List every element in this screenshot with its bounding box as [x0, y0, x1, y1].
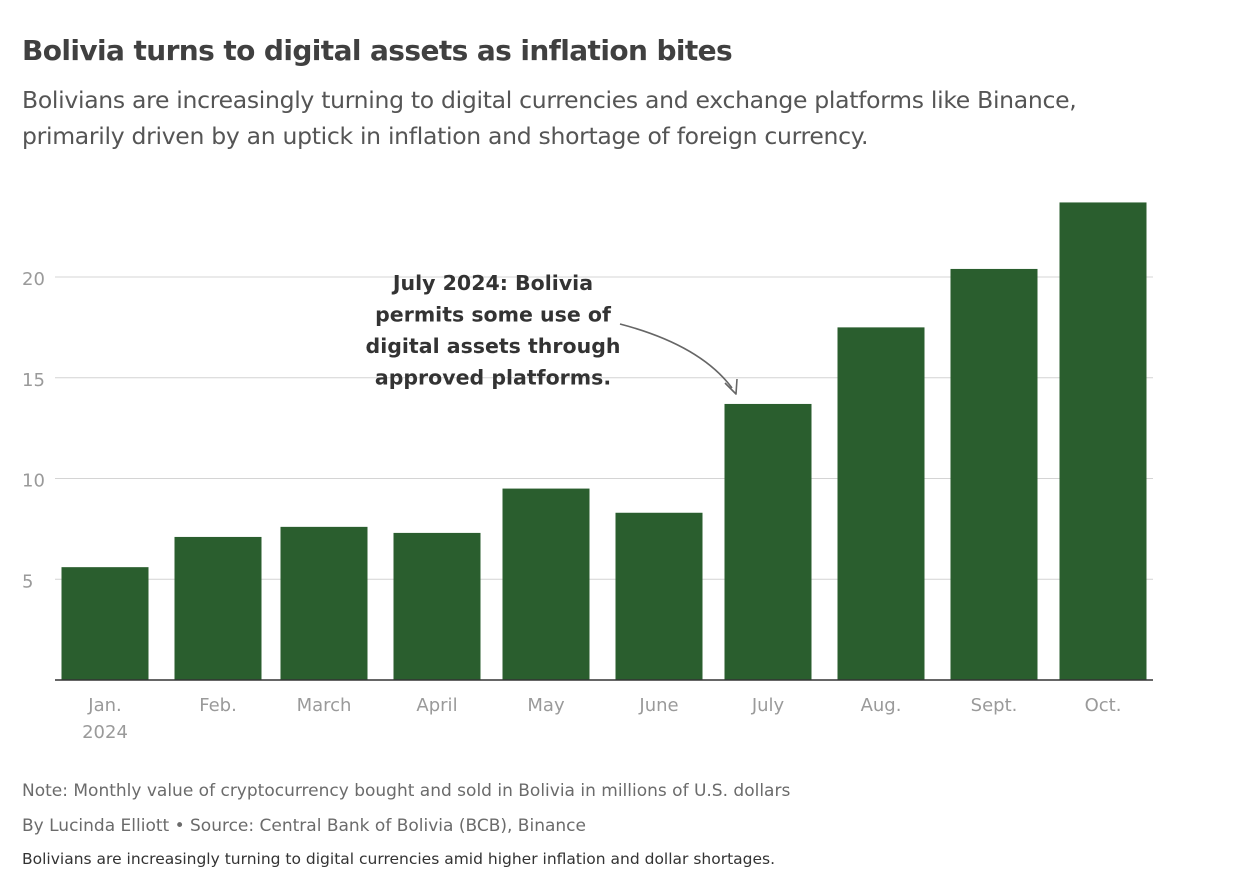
x-tick-label: June: [638, 695, 678, 716]
bar-oct: [1059, 202, 1147, 680]
y-tick-label: 20: [22, 269, 45, 290]
x-tick-label: April: [416, 695, 457, 716]
chart-subtitle: Bolivians are increasingly turning to di…: [22, 86, 1077, 150]
bar-july: [724, 403, 812, 680]
x-tick-label: Sept.: [971, 695, 1018, 716]
x-tick-label: May: [527, 695, 565, 716]
x-tick-label: 2024: [82, 722, 128, 743]
annotation-arrowhead: [724, 378, 738, 395]
chart-title: Bolivia turns to digital assets as infla…: [22, 34, 733, 67]
bar-sept: [950, 268, 1038, 680]
x-tick-label: Oct.: [1085, 695, 1122, 716]
x-tick-label: Jan.: [87, 695, 121, 716]
bar-april: [393, 532, 481, 680]
bar-june: [615, 512, 703, 680]
chart-note: Note: Monthly value of cryptocurrency bo…: [22, 781, 791, 801]
y-tick-label: 10: [22, 471, 45, 492]
bar-may: [502, 488, 590, 680]
byline-source: By Lucinda Elliott • Source: Central Ban…: [22, 816, 586, 836]
bar-march: [280, 526, 368, 680]
image-caption: Bolivians are increasingly turning to di…: [22, 850, 776, 868]
annotation-arrow: [619, 323, 733, 389]
annotation-text: digital assets through: [366, 334, 621, 358]
annotation-text: permits some use of: [375, 303, 612, 327]
x-tick-label: July: [751, 695, 785, 716]
y-tick-label: 15: [22, 370, 45, 391]
annotation-text: approved platforms.: [375, 366, 611, 390]
bar-chart: 5 10 15 20 Jan. 2024 Feb. March April May June July…: [22, 202, 1153, 743]
annotation-text: July 2024: Bolivia: [391, 271, 593, 295]
y-tick-label: 5: [22, 571, 33, 592]
bar-jan: [61, 567, 149, 680]
x-tick-label: March: [297, 695, 352, 716]
bar-feb: [174, 536, 262, 680]
bar-aug: [837, 327, 925, 680]
x-tick-label: Feb.: [199, 695, 237, 716]
x-tick-label: Aug.: [861, 695, 902, 716]
